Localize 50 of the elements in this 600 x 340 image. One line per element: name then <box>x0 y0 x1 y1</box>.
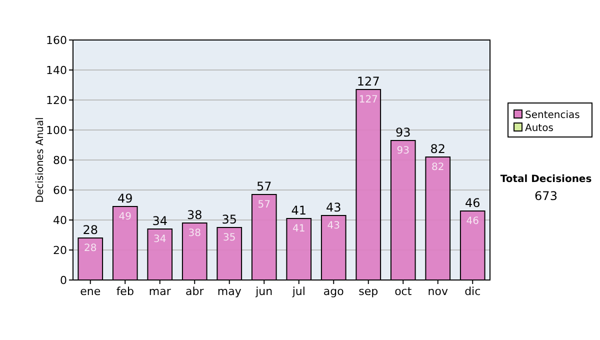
y-tick-label: 160 <box>46 34 67 47</box>
x-tick-label: nov <box>428 285 448 298</box>
data-label: 41 <box>292 224 306 234</box>
y-axis-title: Decisiones Anual <box>35 117 46 203</box>
legend-label: Sentencias <box>525 110 580 121</box>
total-label: 93 <box>395 126 411 140</box>
data-label: 93 <box>396 146 410 156</box>
x-tick-label: dic <box>464 285 481 298</box>
x-tick-label: jul <box>291 285 306 298</box>
total-label: 38 <box>186 208 202 222</box>
data-label: 127 <box>358 94 378 106</box>
y-tick-label: 120 <box>46 94 67 107</box>
text: 673 <box>534 189 558 203</box>
data-label: 49 <box>118 212 132 222</box>
y-tick-label: 0 <box>60 274 67 287</box>
legend-label: Autos <box>525 123 554 134</box>
data-label: 38 <box>188 228 201 239</box>
total-label: 28 <box>82 223 98 237</box>
total-label: 43 <box>326 200 342 214</box>
x-tick-label: abr <box>186 285 204 298</box>
y-tick-label: 20 <box>53 244 67 257</box>
total-label: 49 <box>117 192 133 206</box>
data-label: 57 <box>258 200 270 210</box>
data-label: 43 <box>327 220 340 232</box>
x-tick-label: jun <box>254 285 273 298</box>
y-tick-label: 60 <box>53 184 67 197</box>
total-label: 57 <box>256 180 272 194</box>
x-tick-label: ene <box>80 285 101 298</box>
total-label: 35 <box>222 212 238 226</box>
y-tick-label: 40 <box>53 214 67 227</box>
x-tick-label: ago <box>323 285 344 298</box>
x-tick-label: may <box>217 285 242 298</box>
total-label: 41 <box>291 204 307 218</box>
data-label: 34 <box>154 234 166 245</box>
data-label: 46 <box>466 216 479 227</box>
x-tick-label: oct <box>394 285 412 298</box>
y-tick-label: 140 <box>46 64 67 77</box>
text: Total Decisiones <box>500 174 592 185</box>
data-label: 28 <box>84 243 97 254</box>
total-label: 127 <box>356 74 380 88</box>
x-tick-label: feb <box>116 285 134 298</box>
data-label: 35 <box>223 232 236 244</box>
y-tick-label: 80 <box>53 154 67 167</box>
total-label: 34 <box>152 214 168 228</box>
x-tick-label: sep <box>358 285 378 298</box>
x-tick-label: mar <box>148 285 172 298</box>
y-tick-label: 100 <box>46 124 67 137</box>
data-label: 82 <box>432 162 444 173</box>
total-label: 46 <box>464 196 480 210</box>
total-label: 82 <box>430 142 446 156</box>
